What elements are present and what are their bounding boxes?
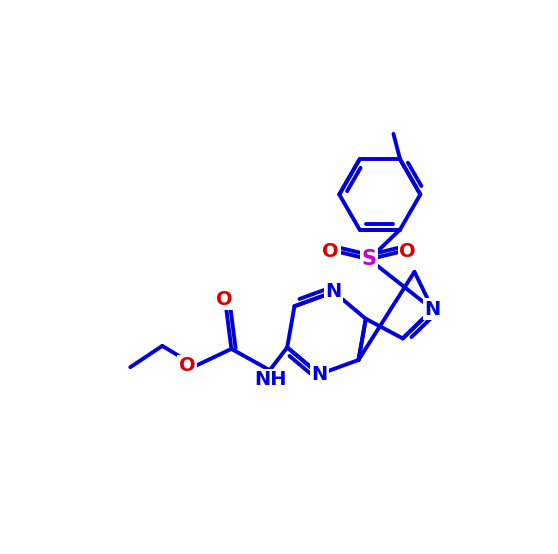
Text: NH: NH bbox=[254, 370, 287, 389]
Text: O: O bbox=[216, 290, 233, 309]
Text: N: N bbox=[425, 300, 441, 319]
Text: O: O bbox=[323, 242, 339, 261]
Text: N: N bbox=[326, 283, 342, 301]
Text: O: O bbox=[399, 242, 416, 261]
Text: S: S bbox=[362, 249, 377, 269]
Text: O: O bbox=[179, 356, 195, 376]
Text: N: N bbox=[311, 365, 328, 384]
